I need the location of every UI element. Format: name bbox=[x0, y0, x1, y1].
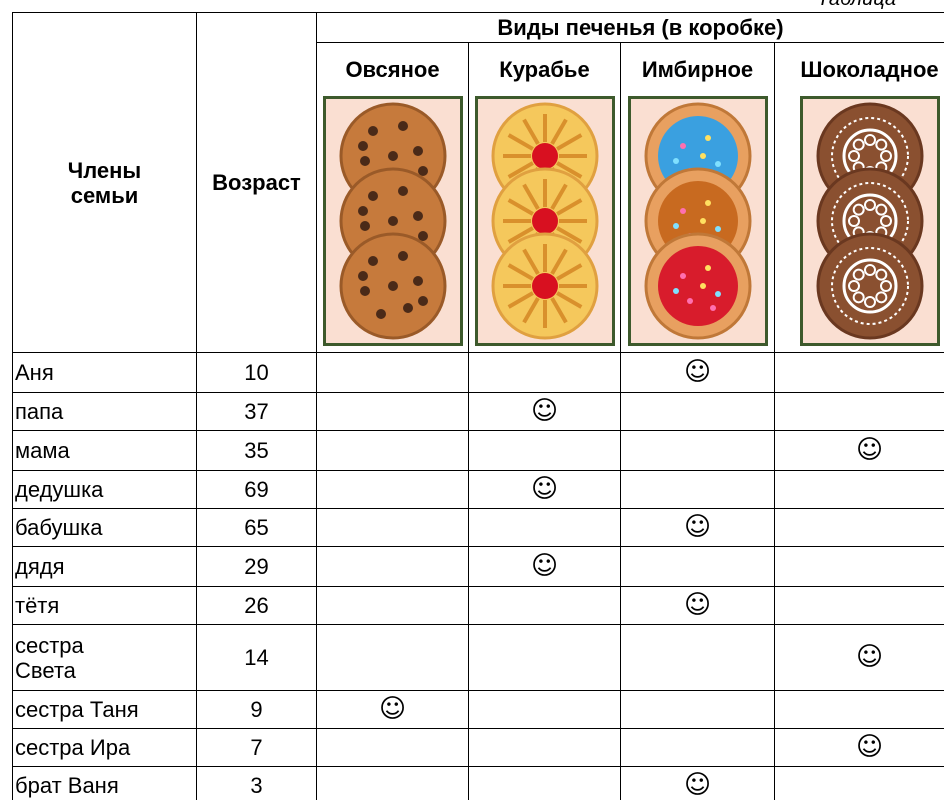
choice-cell: ☺ bbox=[469, 547, 621, 587]
choice-cell bbox=[621, 729, 775, 767]
choice-cell bbox=[317, 431, 469, 471]
choice-cell bbox=[775, 353, 944, 393]
member-name: бабушка bbox=[13, 509, 197, 547]
member-age: 10 bbox=[197, 353, 317, 393]
choice-cell bbox=[621, 625, 775, 691]
cookie-picture bbox=[323, 96, 463, 346]
cookie-kind: Шоколадное bbox=[775, 43, 944, 353]
choice-cell bbox=[317, 767, 469, 800]
member-age: 14 bbox=[197, 625, 317, 691]
choice-cell: ☺ bbox=[469, 393, 621, 431]
member-name: сестра Таня bbox=[13, 691, 197, 729]
member-name: мама bbox=[13, 431, 197, 471]
member-name: папа bbox=[13, 393, 197, 431]
choice-cell bbox=[469, 767, 621, 800]
choice-cell bbox=[621, 691, 775, 729]
member-age: 37 bbox=[197, 393, 317, 431]
member-age: 29 bbox=[197, 547, 317, 587]
member-name: брат Ваня bbox=[13, 767, 197, 800]
age-header: Возраст bbox=[197, 13, 317, 353]
cookie-table: Члены семьи Возраст Виды печенья (в коро… bbox=[12, 12, 944, 800]
choice-cell bbox=[621, 547, 775, 587]
member-age: 35 bbox=[197, 431, 317, 471]
page: Таблица Члены семьи Возраст Виды печенья… bbox=[0, 0, 944, 800]
choice-cell bbox=[317, 509, 469, 547]
choice-cell: ☺ bbox=[775, 431, 944, 471]
choice-cell bbox=[317, 353, 469, 393]
member-name: Аня bbox=[13, 353, 197, 393]
cookie-picture bbox=[628, 96, 768, 346]
choice-cell bbox=[469, 509, 621, 547]
choice-cell bbox=[621, 431, 775, 471]
member-age: 3 bbox=[197, 767, 317, 800]
choice-cell bbox=[621, 393, 775, 431]
choice-cell bbox=[469, 691, 621, 729]
choice-cell bbox=[775, 767, 944, 800]
choice-cell bbox=[469, 353, 621, 393]
choice-cell bbox=[469, 431, 621, 471]
header-row: Члены семьи Возраст Виды печенья (в коро… bbox=[13, 13, 944, 43]
member-age: 26 bbox=[197, 587, 317, 625]
member-age: 7 bbox=[197, 729, 317, 767]
choice-cell: ☺ bbox=[621, 353, 775, 393]
group-header: Виды печенья (в коробке) bbox=[317, 13, 944, 43]
choice-cell bbox=[775, 547, 944, 587]
table-caption: Таблица bbox=[817, 0, 896, 11]
choice-cell bbox=[775, 691, 944, 729]
cookie-kind: Овсяное bbox=[317, 43, 469, 353]
choice-cell: ☺ bbox=[621, 587, 775, 625]
choice-cell bbox=[469, 625, 621, 691]
choice-cell bbox=[469, 729, 621, 767]
choice-cell bbox=[775, 509, 944, 547]
choice-cell bbox=[775, 587, 944, 625]
cookie-kind-name: Имбирное bbox=[623, 57, 772, 82]
choice-cell bbox=[317, 625, 469, 691]
member-name: дядя bbox=[13, 547, 197, 587]
cookie-kind-name: Овсяное bbox=[319, 57, 466, 82]
choice-cell bbox=[775, 471, 944, 509]
choice-cell: ☺ bbox=[775, 729, 944, 767]
choice-cell: ☺ bbox=[317, 691, 469, 729]
choice-cell bbox=[317, 393, 469, 431]
cookie-kind: Имбирное bbox=[621, 43, 775, 353]
choice-cell bbox=[317, 547, 469, 587]
choice-cell: ☺ bbox=[469, 471, 621, 509]
choice-cell bbox=[469, 587, 621, 625]
choice-cell: ☺ bbox=[775, 625, 944, 691]
member-age: 9 bbox=[197, 691, 317, 729]
member-name: дедушка bbox=[13, 471, 197, 509]
member-name: тётя bbox=[13, 587, 197, 625]
cookie-kind-name: Шоколадное bbox=[777, 57, 944, 82]
cookie-kind-name: Курабье bbox=[471, 57, 618, 82]
choice-cell bbox=[775, 393, 944, 431]
cookie-kind: Курабье bbox=[469, 43, 621, 353]
member-name: сестра Света bbox=[13, 625, 197, 691]
choice-cell: ☺ bbox=[621, 509, 775, 547]
choice-cell bbox=[317, 729, 469, 767]
choice-cell bbox=[317, 587, 469, 625]
choice-cell bbox=[317, 471, 469, 509]
choice-cell: ☺ bbox=[621, 767, 775, 800]
cookie-picture bbox=[800, 96, 940, 346]
member-age: 69 bbox=[197, 471, 317, 509]
table-body: Члены семьи Возраст Виды печенья (в коро… bbox=[13, 13, 944, 800]
members-header: Члены семьи bbox=[13, 13, 197, 353]
member-name: сестра Ира bbox=[13, 729, 197, 767]
choice-cell bbox=[621, 471, 775, 509]
cookie-picture bbox=[475, 96, 615, 346]
member-age: 65 bbox=[197, 509, 317, 547]
